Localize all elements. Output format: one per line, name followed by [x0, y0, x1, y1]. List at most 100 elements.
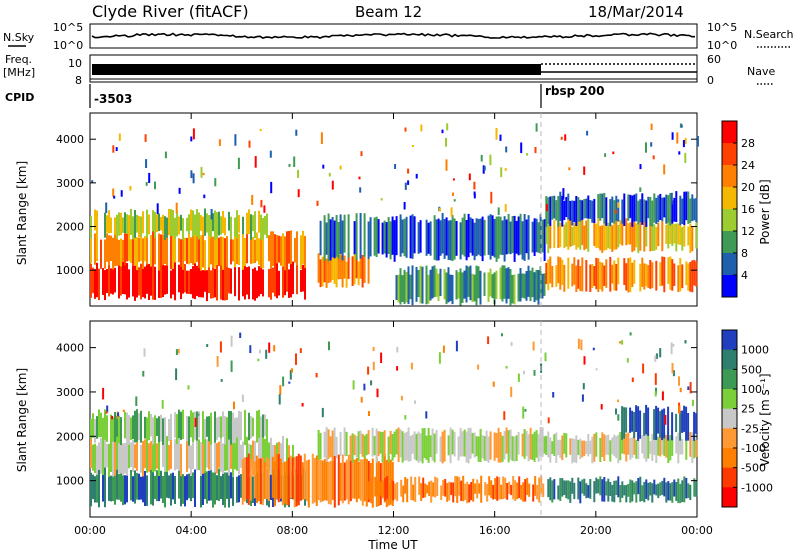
power-cell — [641, 193, 644, 225]
velocity-cell — [695, 413, 698, 434]
velocity-speckle — [288, 381, 291, 384]
velocity-cell — [587, 485, 590, 498]
velocity-speckle — [671, 363, 674, 374]
velocity-cell — [425, 435, 428, 460]
power-cell — [547, 197, 550, 225]
velocity-cell — [270, 470, 272, 500]
velocity-cell — [499, 432, 502, 463]
velocity-cell — [524, 479, 527, 502]
power-cell — [202, 216, 204, 235]
velocity-cell — [268, 442, 270, 471]
velocity-cell — [387, 436, 390, 463]
velocity-cell — [623, 407, 626, 439]
velocity-cell — [399, 429, 402, 458]
velocity-cell — [260, 416, 262, 440]
velocity-cell — [653, 433, 656, 456]
velocity-cell — [406, 478, 409, 503]
velocity-cell — [226, 472, 228, 499]
velocity-cell — [635, 481, 638, 503]
power-cell — [329, 260, 332, 283]
velocity-cell — [295, 456, 298, 507]
velocity-cell — [98, 468, 100, 508]
power-cell — [288, 269, 290, 298]
power-cell — [196, 233, 198, 263]
power-cell — [208, 215, 210, 236]
velocity-cell — [579, 481, 582, 504]
power-cell — [246, 234, 248, 264]
velocity-cell — [154, 475, 156, 499]
velocity-cell — [188, 416, 190, 446]
velocity-cell — [653, 409, 656, 440]
freq-label-line1: Freq. — [5, 53, 32, 66]
velocity-cell — [434, 476, 437, 498]
power-cell — [120, 238, 122, 267]
velocity-speckle — [492, 381, 495, 387]
velocity-cell — [559, 439, 562, 458]
power-cell — [517, 216, 520, 256]
velocity-cell — [569, 438, 572, 455]
power-cell — [669, 217, 672, 244]
power-cell — [333, 252, 336, 284]
power-colorbar-swatch — [722, 209, 737, 232]
power-cell — [461, 272, 464, 303]
velocity-cell — [180, 444, 182, 477]
velocity-speckle — [135, 396, 138, 406]
velocity-cell — [475, 436, 478, 457]
power-cell — [567, 218, 570, 250]
power-cell — [274, 267, 276, 297]
velocity-cell — [341, 454, 344, 504]
velocity-cell — [234, 439, 236, 470]
power-cell — [591, 200, 594, 223]
velocity-cell — [134, 470, 136, 504]
velocity-cell — [240, 411, 242, 441]
power-speckle — [190, 170, 193, 179]
power-cell — [214, 233, 216, 268]
power-cell — [617, 199, 620, 222]
velocity-speckle — [505, 366, 508, 369]
velocity-cell — [605, 481, 608, 496]
velocity-cell — [621, 406, 624, 440]
power-speckle — [441, 129, 444, 134]
power-cell — [661, 197, 664, 222]
velocity-cell — [685, 477, 688, 499]
power-cell — [182, 218, 184, 240]
x-tick-label: 04:00 — [175, 524, 207, 537]
velocity-cell — [247, 453, 250, 505]
nave-tick-top: 60 — [707, 53, 721, 66]
velocity-colorbar-swatch — [722, 330, 737, 351]
velocity-cell — [407, 427, 410, 462]
velocity-cell — [381, 453, 384, 499]
power-cell — [232, 239, 234, 262]
velocity-cell — [142, 440, 144, 477]
power-cell — [643, 199, 646, 223]
power-cell — [363, 213, 366, 257]
power-cell — [192, 210, 194, 237]
power-cell — [172, 209, 174, 236]
velocity-cell — [222, 443, 224, 474]
velocity-cell — [400, 479, 403, 497]
velocity-speckle — [621, 340, 624, 345]
velocity-cell — [611, 437, 614, 455]
power-cell — [497, 216, 500, 259]
power-cell — [300, 235, 302, 270]
velocity-speckle — [654, 391, 657, 397]
velocity-cell — [204, 468, 206, 500]
power-cell — [589, 200, 592, 219]
power-cell — [252, 268, 254, 300]
velocity-cell — [441, 431, 444, 464]
velocity-cell — [192, 442, 194, 470]
power-cell — [188, 270, 190, 294]
power-cell — [619, 220, 622, 245]
power-cell — [599, 226, 602, 251]
velocity-speckle — [161, 399, 164, 409]
power-cell — [563, 200, 566, 221]
velocity-cell — [311, 453, 314, 504]
velocity-cell — [106, 443, 108, 468]
velocity-cell — [160, 414, 162, 442]
velocity-cell — [417, 431, 420, 463]
power-cell — [427, 274, 430, 304]
power-speckle — [297, 189, 300, 198]
power-cell — [573, 200, 576, 223]
velocity-cell — [549, 477, 552, 501]
power-speckle — [129, 185, 132, 191]
